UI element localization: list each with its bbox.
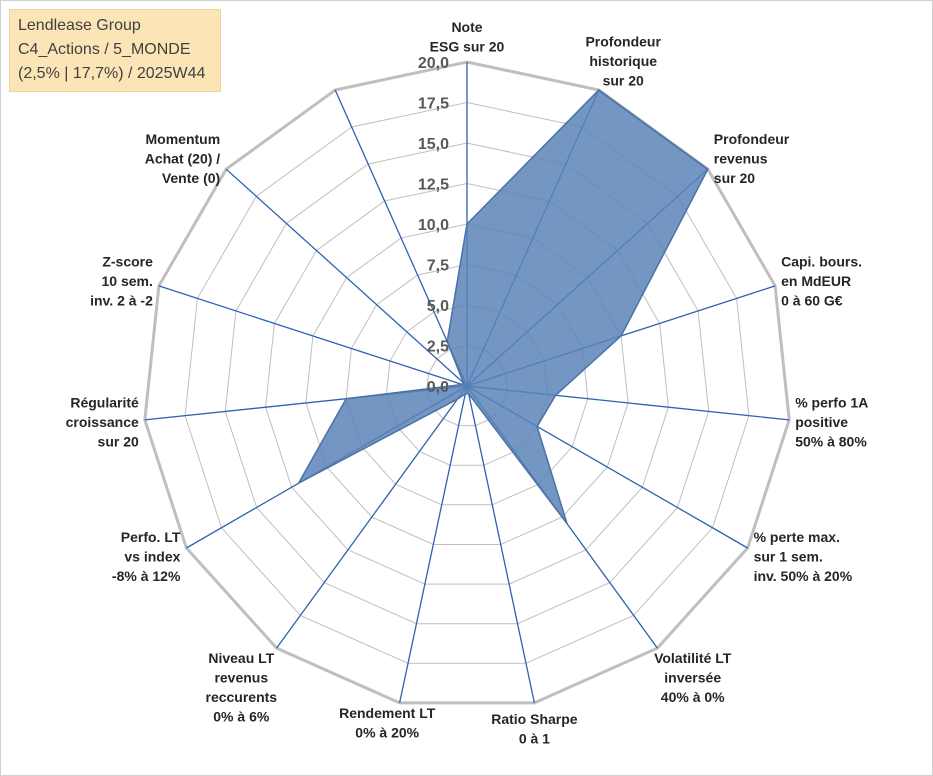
tick-label: 20,0 [418, 55, 449, 72]
axis-spoke [158, 285, 468, 387]
axis-label-line: 0 à 1 [519, 730, 550, 746]
axis-label-line: sur 20 [603, 73, 644, 89]
tick-label: 5,0 [427, 298, 449, 315]
axis-label-layer: Note ESG sur 20 Profondeur historique sur 20… [66, 19, 869, 746]
axis-label-line: Vente (0) [162, 170, 220, 186]
axis-label-line: Capi. bours. [781, 254, 862, 270]
axis-label: Profondeur historique sur 20 [585, 34, 661, 89]
axis-label: Profondeur revenus sur 20 [714, 131, 790, 186]
axis-label-line: vs index [124, 548, 180, 564]
grid-ring [143, 60, 791, 705]
series-layer [296, 89, 709, 525]
tick-label-layer: 0,0 2,5 5,0 7,5 10,0 12,5 15,0 17,5 20,0 [418, 55, 449, 396]
axis-label-line: inversée [664, 670, 721, 686]
grid-ring [224, 142, 710, 625]
axis-label-line: 40% à 0% [661, 689, 725, 705]
axis-label-line: positive [795, 414, 848, 430]
axis-label-line: sur 20 [714, 170, 755, 186]
axis-label-line: % perfo 1A [795, 394, 868, 410]
axis-label: Régularité croissance sur 20 [66, 394, 139, 449]
tick-label: 12,5 [418, 177, 449, 194]
axis-label-line: inv. 50% à 20% [754, 568, 853, 584]
axis-label-line: 0% à 20% [355, 724, 419, 740]
title-box: Lendlease Group C4_Actions / 5_MONDE (2,… [9, 9, 221, 92]
axis-label-line: Profondeur [714, 131, 790, 147]
axis-label: Rendement LT 0% à 20% [339, 705, 436, 741]
axis-label-line: croissance [66, 414, 139, 430]
axis-label-line: Momentum [146, 131, 221, 147]
axis-label: Niveau LT revenus reccurents 0% à 6% [206, 650, 278, 725]
axis-label-line: Perfo. LT [121, 529, 181, 545]
axis-label: Note ESG sur 20 [430, 19, 505, 55]
axis-label-line: 0% à 6% [213, 709, 270, 725]
axis-spoke [225, 168, 468, 387]
axis-label-line: Rendement LT [339, 705, 436, 721]
axis-label-line: sur 20 [98, 433, 139, 449]
axis-label-line: en MdEUR [781, 273, 851, 289]
axis-label-line: Niveau LT [208, 650, 274, 666]
grid-ring [184, 101, 750, 664]
axis-label-line: reccurents [206, 689, 278, 705]
axis-label-line: inv. 2 à -2 [90, 293, 153, 309]
axis-label: Perfo. LT vs index -8% à 12% [112, 529, 181, 584]
title-params: (2,5% | 17,7%) / 2025W44 [18, 65, 206, 82]
axis-label-line: 50% à 80% [795, 433, 867, 449]
axis-label-line: Volatilité LT [654, 650, 732, 666]
tick-label: 0,0 [427, 379, 449, 396]
axis-label-line: revenus [714, 151, 768, 167]
axis-label-line: -8% à 12% [112, 568, 181, 584]
axis-label-line: % perte max. [754, 529, 840, 545]
axis-label-line: 0 à 60 G€ [781, 293, 843, 309]
axis-spoke [466, 385, 536, 704]
axis-label: Ratio Sharpe 0 à 1 [491, 711, 578, 747]
axis-spoke [276, 385, 468, 649]
data-area [296, 89, 709, 525]
axis-spoke [398, 385, 468, 704]
title-company: Lendlease Group [18, 17, 141, 34]
axis-label-line: Note [451, 19, 482, 35]
title-category: C4_Actions / 5_MONDE [18, 41, 191, 58]
tick-label: 7,5 [427, 258, 449, 275]
axis-spoke [334, 89, 468, 387]
axis-label-line: 10 sem. [102, 273, 153, 289]
axis-label: % perte max. sur 1 sem. inv. 50% à 20% [754, 529, 853, 584]
axis-label-line: Profondeur [585, 34, 661, 50]
tick-label: 10,0 [418, 217, 449, 234]
tick-label: 15,0 [418, 136, 449, 153]
axis-label: Momentum Achat (20) / Vente (0) [145, 131, 221, 186]
axis-label-line: Z-score [102, 254, 153, 270]
axis-label: Z-score 10 sem. inv. 2 à -2 [90, 254, 153, 309]
axis-label: % perfo 1A positive 50% à 80% [795, 394, 868, 449]
axis-label-line: Ratio Sharpe [491, 711, 578, 727]
axis-label-line: Achat (20) / [145, 151, 221, 167]
tick-label: 2,5 [427, 339, 449, 356]
axis-label: Volatilité LT inversée 40% à 0% [654, 650, 732, 705]
axis-label-line: revenus [214, 670, 268, 686]
axis-label: Capi. bours. en MdEUR 0 à 60 G€ [781, 254, 862, 309]
axis-label-line: historique [589, 53, 657, 69]
axis-label-line: sur 1 sem. [754, 548, 823, 564]
tick-label: 17,5 [418, 96, 449, 113]
axis-label-line: Régularité [70, 394, 139, 410]
axis-label-line: ESG sur 20 [430, 39, 505, 55]
